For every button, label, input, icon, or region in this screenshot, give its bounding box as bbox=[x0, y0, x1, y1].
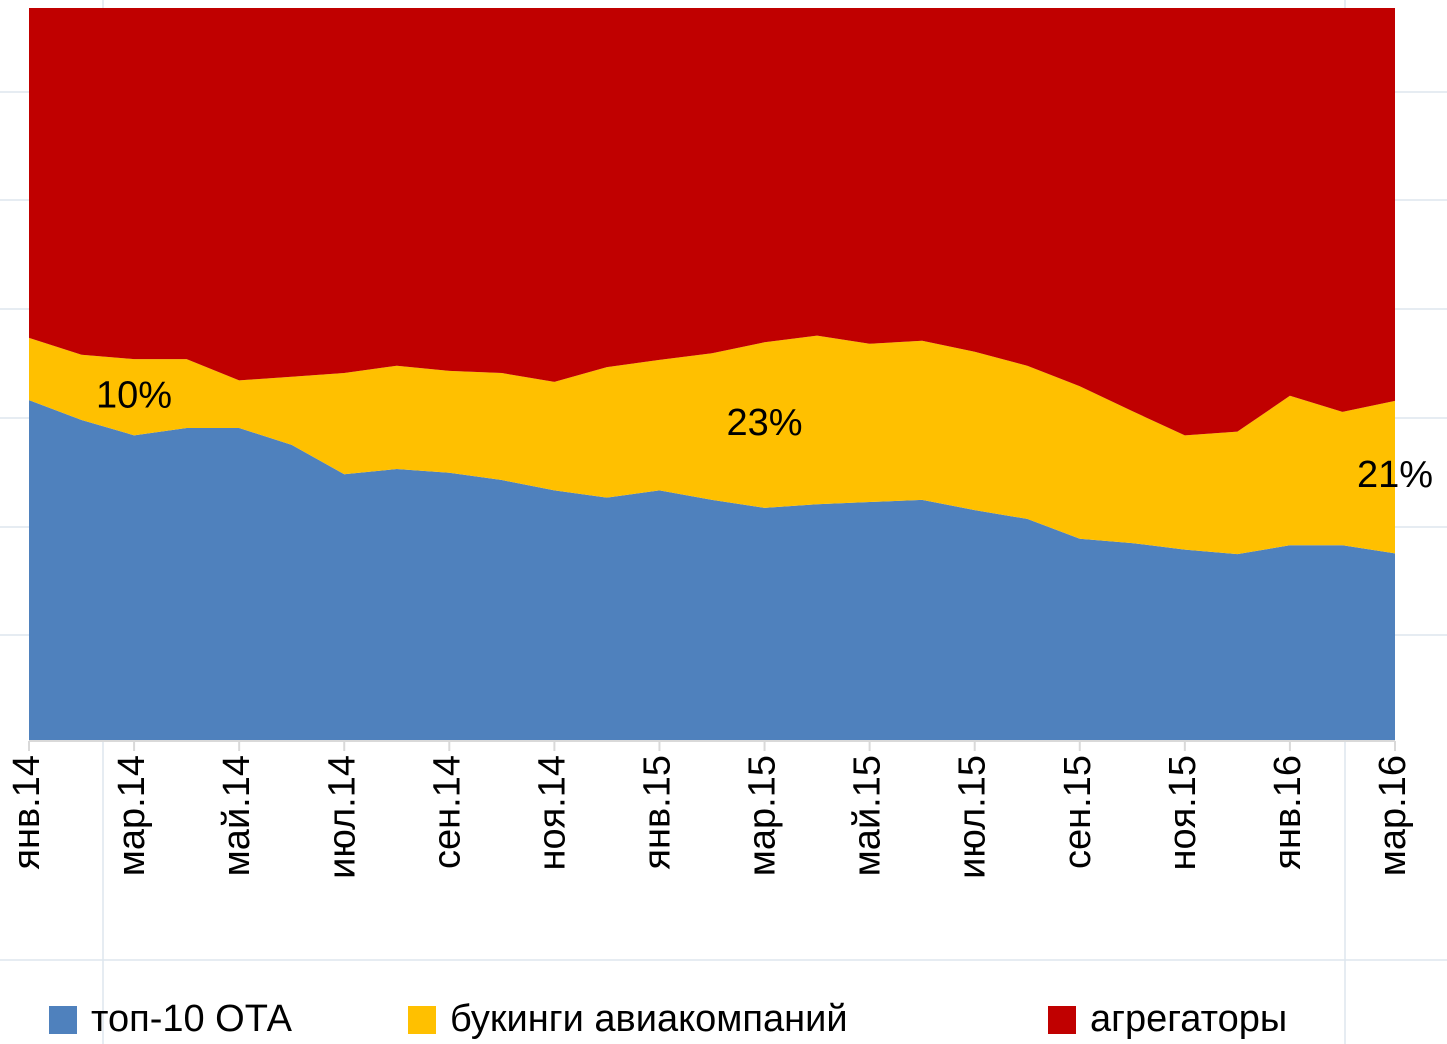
data-label: 23% bbox=[727, 402, 803, 444]
x-tick-label: мар.16 bbox=[1372, 755, 1414, 876]
x-tick-label: мар.14 bbox=[111, 755, 153, 876]
legend-label: топ-10 ОТА bbox=[91, 998, 293, 1040]
data-label: 21% bbox=[1357, 454, 1433, 496]
x-tick-label: май.15 bbox=[847, 755, 889, 876]
x-tick-label: ноя.14 bbox=[531, 755, 573, 871]
legend-swatch bbox=[49, 1006, 77, 1034]
x-tick-label: сен.15 bbox=[1057, 755, 1099, 869]
x-tick-label: май.14 bbox=[216, 755, 258, 876]
x-tick-label: янв.14 bbox=[6, 755, 48, 870]
x-tick-label: июл.15 bbox=[952, 755, 994, 879]
legend-swatch bbox=[1048, 1006, 1076, 1034]
x-tick-label: ноя.15 bbox=[1162, 755, 1204, 871]
data-label: 10% bbox=[96, 374, 172, 416]
area bbox=[29, 8, 1395, 436]
x-tick-label: сен.14 bbox=[426, 755, 468, 869]
x-tick-label: июл.14 bbox=[321, 755, 363, 879]
legend-label: агрегаторы bbox=[1090, 998, 1287, 1040]
x-tick-label: янв.15 bbox=[636, 755, 678, 870]
x-tick-label: янв.16 bbox=[1267, 755, 1309, 870]
area bbox=[29, 335, 1395, 555]
area bbox=[29, 400, 1395, 741]
x-tick-label: мар.15 bbox=[742, 755, 784, 876]
legend-label: букинги авиакомпаний bbox=[450, 998, 848, 1040]
legend-swatch bbox=[408, 1006, 436, 1034]
